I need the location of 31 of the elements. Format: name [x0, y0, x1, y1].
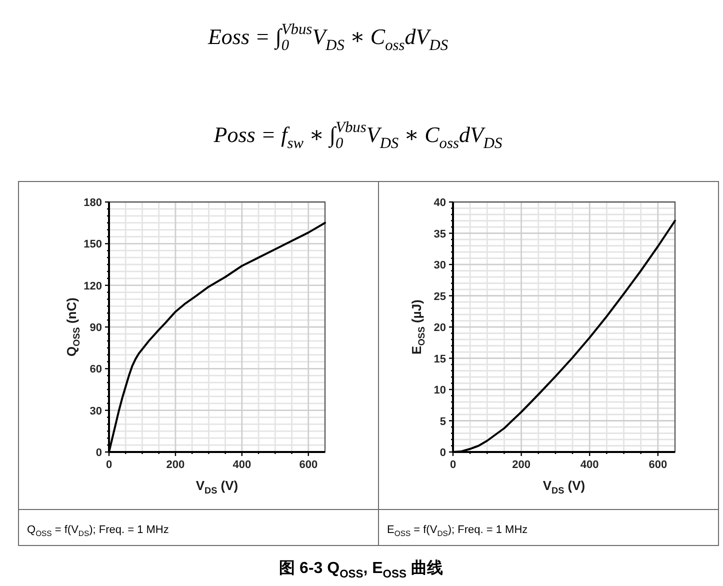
y-tick-label: 120 [84, 280, 102, 292]
x-tick-label: 600 [648, 459, 668, 471]
y-tick-label: 60 [90, 364, 102, 376]
y-tick-label: 20 [434, 322, 446, 334]
y-tick-label: 180 [84, 197, 102, 209]
x-tick-label: 0 [450, 459, 456, 471]
x-axis-title: V$_{DS}$ (V) [196, 478, 238, 496]
x-tick-label: 0 [106, 459, 112, 471]
y-tick-label: 90 [90, 322, 102, 334]
y-tick-label: 0 [440, 447, 446, 459]
y-tick-label: 15 [434, 353, 446, 366]
y-tick-label: 30 [434, 260, 446, 272]
y-tick-label: 40 [434, 197, 446, 209]
x-tick-label: 200 [166, 459, 185, 471]
y-tick-label: 35 [434, 228, 446, 240]
caption: 图 6-3 Q$_{OSS}$, E$_{OSS}$ 曲线 [279, 559, 443, 580]
y-tick-label: 0 [96, 447, 102, 459]
text: Poss = f$_{sw}$ ∗ ∫$_{0}$$^{Vbus}$V$_{DS}$ ∗ C$_{oss}$dV$_{DS}$ [214, 119, 502, 152]
y-tick-label: 30 [90, 405, 102, 418]
x-tick-label: 200 [512, 459, 530, 471]
text: Q$_{OSS}$ = f(V$_{DS}$); Freq. = 1 MHz [27, 524, 169, 538]
x-tick-label: 400 [232, 459, 252, 471]
y-tick-label: 10 [434, 384, 446, 396]
x-tick-label: 400 [580, 459, 599, 471]
y-tick-label: 25 [434, 290, 446, 303]
text: Eoss = ∫$_{0}$$^{Vbus}$V$_{DS}$ ∗ C$_{oss}$dV$_{DS}$ [208, 21, 448, 54]
y-tick-label: 5 [440, 416, 446, 428]
x-axis-title: V$_{DS}$ (V) [542, 478, 586, 496]
x-tick-label: 600 [299, 459, 318, 471]
text: E$_{OSS}$ = f(V$_{DS}$); Freq. = 1 MHz [387, 524, 528, 538]
y-tick-label: 150 [84, 238, 102, 251]
